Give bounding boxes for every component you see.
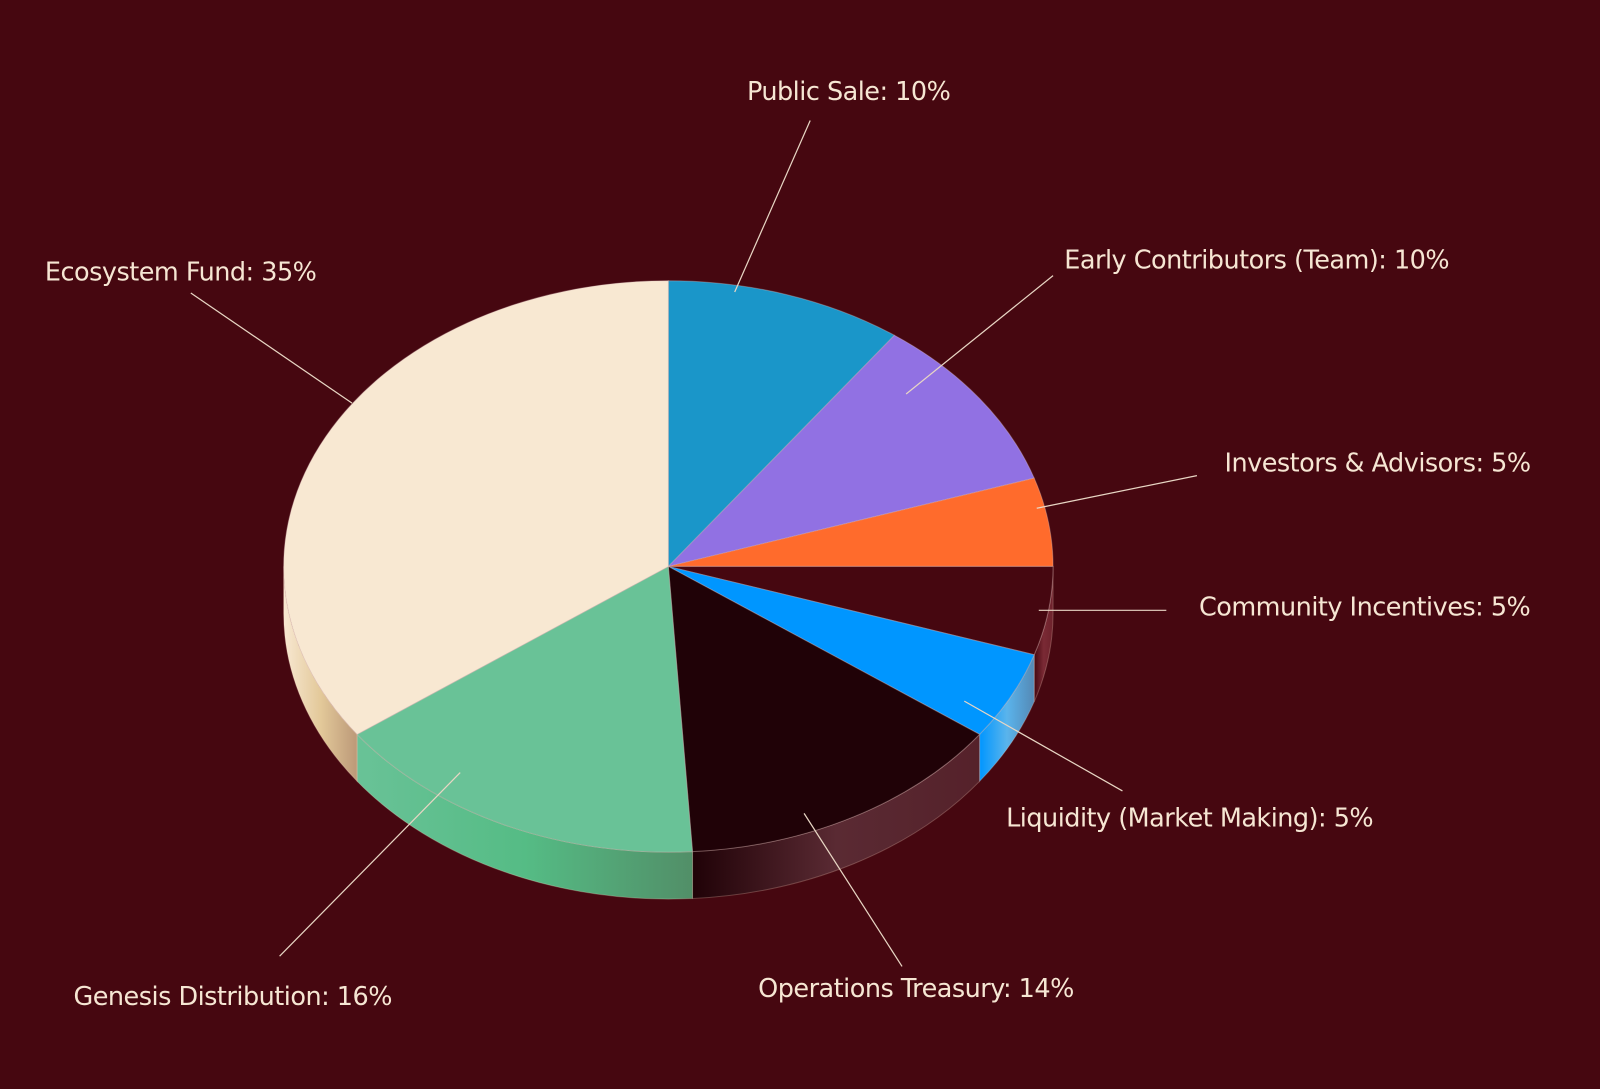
slice-genesis-distribution	[356, 565, 694, 853]
leader-line-genesis-distribution	[279, 772, 461, 957]
label-genesis-distribution: Genesis Distribution: 16%	[73, 982, 391, 1012]
leader-line-liquidity	[963, 700, 1123, 792]
label-operations-treasury: Operations Treasury: 14%	[758, 974, 1074, 1004]
side-wall-genesis-distribution	[356, 733, 694, 900]
slice-labels: Public Sale: 10% Early Contributors (Tea…	[45, 77, 1531, 1012]
leader-line-early-contributors	[905, 275, 1054, 395]
leader-line-operations-treasury	[803, 813, 903, 967]
slice-liquidity-market-making	[668, 565, 1035, 736]
leader-line-public-sale	[734, 120, 811, 293]
label-ecosystem-fund: Ecosystem Fund: 35%	[45, 258, 317, 288]
pie-slices	[283, 280, 1054, 853]
leader-line-investors-advisors	[1036, 475, 1198, 509]
pie-side-walls	[283, 566, 1054, 900]
slice-community-incentives	[668, 565, 1054, 656]
label-public-sale: Public Sale: 10%	[747, 77, 950, 107]
label-community-incentives: Community Incentives: 5%	[1199, 592, 1530, 622]
slice-early-contributors-team	[666, 334, 1035, 568]
slice-investors-advisors	[668, 477, 1054, 567]
leader-lines	[190, 120, 1198, 967]
leader-line-ecosystem-fund	[190, 292, 353, 404]
label-investors-advisors: Investors & Advisors: 5%	[1224, 449, 1530, 479]
slice-operations-treasury	[667, 565, 981, 853]
label-liquidity: Liquidity (Market Making): 5%	[1006, 804, 1373, 834]
label-early-contributors: Early Contributors (Team): 10%	[1064, 245, 1449, 275]
slice-public-sale	[667, 280, 896, 568]
slice-ecosystem-fund	[283, 280, 669, 736]
